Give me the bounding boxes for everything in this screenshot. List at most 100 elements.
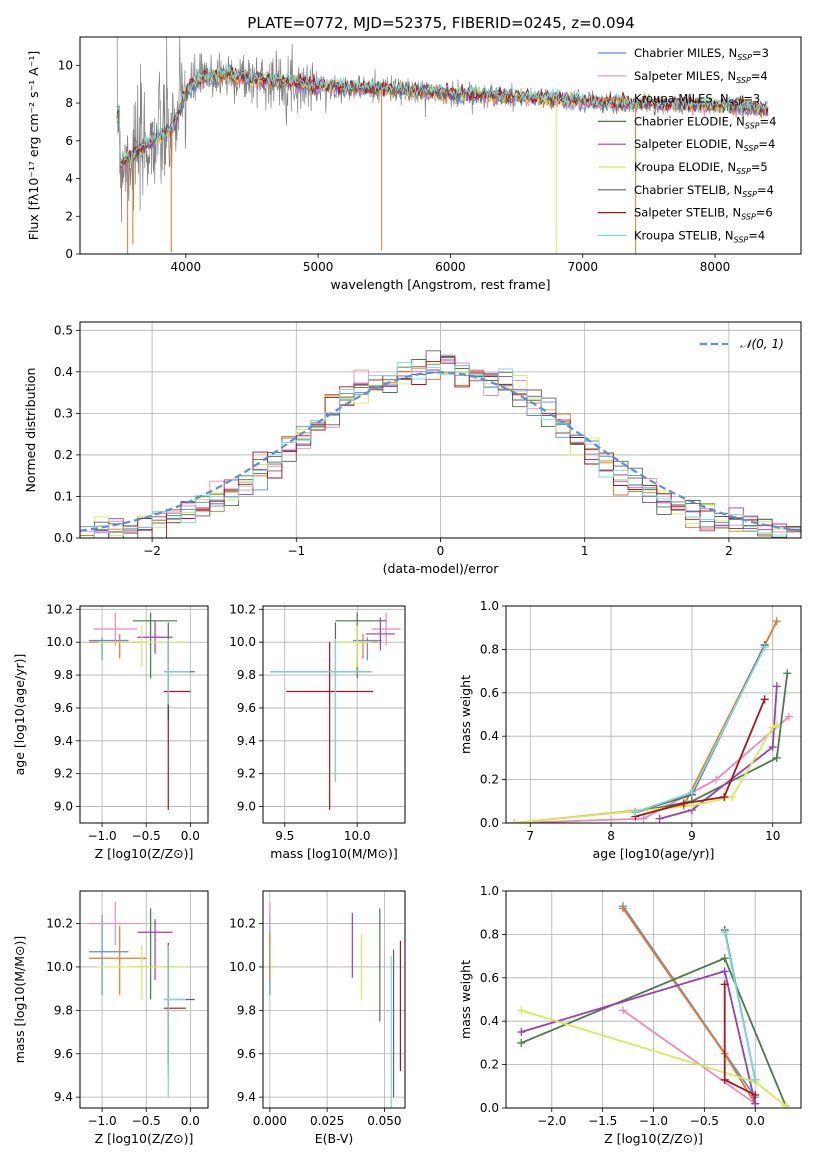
y-tick-label: 0.2 bbox=[54, 448, 73, 462]
y-tick-label: 9.8 bbox=[237, 1003, 256, 1017]
x-tick-label: 0.0 bbox=[181, 829, 200, 843]
x-tick-label: 9 bbox=[688, 829, 696, 843]
y-tick-label: 10.2 bbox=[229, 917, 256, 931]
legend-count: =4 bbox=[758, 137, 775, 151]
plot-area bbox=[88, 612, 195, 810]
x-axis-label: Z [log10(Z/Z⊙)] bbox=[95, 1131, 194, 1146]
plot-area bbox=[510, 617, 793, 823]
y-tick-label: 10.0 bbox=[46, 635, 73, 649]
y-tick-label: 9.4 bbox=[237, 734, 256, 748]
x-axis-label: age [log10(age/yr)] bbox=[593, 846, 715, 861]
legend-count: =4 bbox=[751, 69, 768, 83]
y-tick-label: 0.4 bbox=[54, 365, 73, 379]
axes-frame bbox=[262, 605, 406, 824]
plot-area bbox=[270, 612, 401, 810]
residual-histogram-salpeter_stelib bbox=[80, 357, 801, 538]
residual-histogram-chabrier_stelib bbox=[80, 350, 801, 538]
axes-frame bbox=[79, 890, 209, 1109]
x-tick-label: −1.5 bbox=[588, 1114, 617, 1128]
plot-area bbox=[88, 901, 195, 1098]
plot-area bbox=[269, 901, 402, 1108]
axes-mass-vs-Z: −1.0 −0.5 0.0 9.4 9.6 9.8 10.0 10.2 Z [log10(Z/Z… bbox=[12, 890, 209, 1146]
x-tick-label: 10.0 bbox=[344, 829, 371, 843]
legend-subscript: SSP bbox=[741, 213, 756, 222]
y-tick-label: 6 bbox=[65, 134, 73, 148]
y-tick-label: 9.6 bbox=[237, 1047, 256, 1061]
axes-frame bbox=[79, 321, 802, 539]
axes-mass-vs-ebv: 0.000 0.025 0.050 9.4 9.6 9.8 10.0 10.2 E(B-V) bbox=[229, 890, 406, 1146]
legend-subscript: SSP bbox=[744, 144, 759, 153]
plot-area bbox=[517, 902, 790, 1108]
axes-mass-weight-vs-Z: −2.0 −1.5 −1.0 −0.5 0.0 0.0 0.2 0.4 0.6 0.8 1.0 Z [… bbox=[458, 884, 802, 1146]
legend-count: =3 bbox=[743, 92, 760, 106]
y-tick-label: 0.0 bbox=[54, 531, 73, 545]
y-axis-label: mass weight bbox=[458, 960, 473, 1039]
x-axis-label: (data-model)/error bbox=[383, 561, 500, 576]
x-tick-label: 0.0 bbox=[746, 1114, 765, 1128]
x-tick-label: −1 bbox=[287, 544, 305, 558]
y-tick-label: 1.0 bbox=[480, 599, 499, 613]
weight-line-kroupa_miles bbox=[514, 620, 778, 823]
x-tick-label: −1.0 bbox=[639, 1114, 668, 1128]
x-tick-label: 4000 bbox=[171, 260, 202, 274]
x-axis-label: Z [log10(Z/Z⊙)] bbox=[604, 1131, 703, 1146]
x-tick-label: 0.025 bbox=[310, 1114, 344, 1128]
axes-frame bbox=[505, 605, 802, 824]
axes-age-vs-mass: 9.5 10.0 9.0 9.2 9.4 9.6 9.8 10.0 10.2 mass [log1… bbox=[229, 602, 406, 861]
axes-frame bbox=[79, 36, 802, 255]
y-tick-label: 0.0 bbox=[480, 816, 499, 830]
legend-count: =3 bbox=[752, 46, 769, 60]
y-tick-label: 0 bbox=[65, 247, 73, 261]
normal-distribution-curve bbox=[80, 371, 801, 532]
x-tick-label: −0.5 bbox=[132, 1114, 161, 1128]
legend-label-salpeter_stelib: Salpeter STELIB, NSSP=6 bbox=[634, 206, 773, 222]
y-tick-label: 9.0 bbox=[54, 800, 73, 814]
y-tick-label: 8 bbox=[65, 96, 73, 110]
axes-residuals: −2 −1 0 1 2 0.0 0.1 0.2 0.3 0.4 0.5 (data-model)/er… bbox=[23, 321, 802, 576]
axes-frame bbox=[505, 890, 802, 1109]
y-tick-label: 9.8 bbox=[54, 668, 73, 682]
y-tick-label: 9.2 bbox=[54, 767, 73, 781]
y-tick-label: 0.6 bbox=[480, 971, 499, 985]
model-spectrum-kroupa_stelib bbox=[116, 63, 769, 166]
y-tick-label: 10.2 bbox=[46, 602, 73, 616]
weight-line-salpeter_stelib bbox=[635, 698, 766, 818]
axes-frame bbox=[262, 890, 406, 1109]
x-tick-label: 6000 bbox=[435, 260, 466, 274]
legend-subscript: SSP bbox=[736, 76, 751, 85]
axes-age-vs-Z: −1.0 −0.5 0.0 9.0 9.2 9.4 9.6 9.8 10.0 10.2 Z [log… bbox=[12, 602, 209, 861]
weight-line-chabrier_elodie bbox=[635, 673, 789, 813]
x-tick-label: 0.050 bbox=[367, 1114, 401, 1128]
y-tick-label: 0.0 bbox=[480, 1101, 499, 1115]
weight-line-chabrier_stelib bbox=[635, 644, 766, 813]
x-axis-label: mass [log10(M/M⊙)] bbox=[270, 846, 398, 861]
x-tick-label: 9.5 bbox=[275, 829, 294, 843]
y-tick-label: 9.6 bbox=[54, 1047, 73, 1061]
legend-label-kroupa_miles: Kroupa MILES, NSSP=3 bbox=[634, 92, 760, 108]
weight-line-kroupa_miles bbox=[622, 907, 756, 1105]
x-tick-label: 7000 bbox=[567, 260, 598, 274]
y-tick-label: 10.2 bbox=[46, 917, 73, 931]
x-tick-label: −2.0 bbox=[537, 1114, 566, 1128]
y-tick-label: 0.4 bbox=[480, 1014, 499, 1028]
x-axis-label: Z [log10(Z/Z⊙)] bbox=[95, 846, 194, 861]
legend-label-chabrier_stelib: Chabrier STELIB, NSSP=4 bbox=[634, 183, 774, 199]
legend-subscript: SSP bbox=[737, 53, 752, 62]
y-tick-label: 10 bbox=[58, 58, 73, 72]
legend-count: =5 bbox=[751, 160, 768, 174]
x-tick-label: 1 bbox=[581, 544, 589, 558]
plot-area bbox=[116, 37, 769, 254]
axes-mass-weight-vs-age: 7 8 9 10 0.0 0.2 0.4 0.6 0.8 1.0 age [log10(age/yr… bbox=[458, 599, 802, 861]
x-tick-label: −1.0 bbox=[87, 829, 116, 843]
y-axis-label: mass weight bbox=[458, 675, 473, 754]
legend-label-kroupa_stelib: Kroupa STELIB, NSSP=4 bbox=[634, 228, 765, 244]
legend-count: =6 bbox=[756, 206, 773, 220]
y-tick-label: 0.2 bbox=[480, 1058, 499, 1072]
y-tick-label: 0.3 bbox=[54, 406, 73, 420]
x-tick-label: 8 bbox=[607, 829, 615, 843]
y-tick-label: 0.2 bbox=[480, 773, 499, 787]
y-tick-label: 0.4 bbox=[480, 729, 499, 743]
plot-area bbox=[80, 350, 801, 538]
residual-histogram-kroupa_stelib bbox=[80, 362, 801, 538]
y-tick-label: 0.6 bbox=[480, 686, 499, 700]
